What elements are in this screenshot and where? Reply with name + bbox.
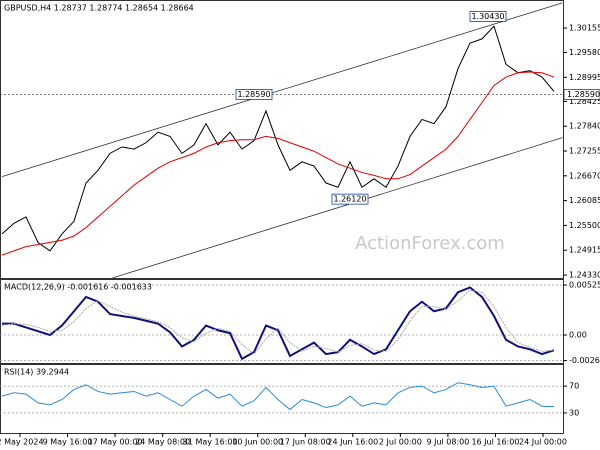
price-annotation-box	[331, 193, 369, 205]
price-tag-label: 1.28590	[567, 90, 600, 99]
channel-line	[112, 137, 563, 279]
panel-title: GBPUSD,H4 1.28737 1.28774 1.28654 1.2866…	[4, 4, 194, 13]
x-tick-label: 24 Jun 16:00	[327, 438, 378, 447]
y-tick-label: 1.27255	[569, 147, 600, 156]
x-tick-label: 17 May 00:00	[88, 438, 143, 447]
panel-border	[0, 279, 564, 364]
panel-border	[0, 364, 564, 434]
y-tick-label: 1.29580	[569, 48, 600, 57]
y-tick-label: 1.28995	[569, 73, 600, 82]
y-tick-label: 70	[569, 382, 579, 391]
panel-title: MACD(12,26,9) -0.001616 -0.001633	[4, 283, 152, 292]
x-tick-label: 2 May 2024	[0, 438, 44, 447]
series-line	[1, 71, 555, 256]
y-tick-label: 1.27840	[569, 122, 600, 131]
panel-border	[0, 0, 564, 279]
x-tick-label: 24 May 08:00	[135, 438, 190, 447]
y-tick-label: 0.00	[569, 331, 587, 340]
price-annotation-box	[235, 89, 273, 100]
series-line	[2, 286, 555, 361]
price-tag	[563, 89, 600, 100]
price-annotation: 1.28590	[237, 90, 270, 99]
y-tick-label: 30	[569, 408, 579, 417]
y-tick-label: -0.00269	[569, 356, 600, 365]
series-line	[1, 289, 555, 355]
series-line	[1, 25, 555, 252]
y-tick-label: 1.24330	[569, 271, 600, 280]
y-tick-label: 1.30155	[569, 24, 600, 33]
price-annotation: 1.26120	[333, 195, 366, 204]
y-tick-label: 1.26670	[569, 171, 600, 180]
x-tick-label: 17 Jun 08:00	[280, 438, 331, 447]
price-annotation: 1.30430	[471, 12, 504, 21]
y-tick-label: 1.26085	[569, 196, 600, 205]
panel-title: RSI(14) 39.2944	[4, 368, 69, 377]
x-tick-label: 9 May 16:00	[43, 438, 93, 447]
watermark: ActionForex.com	[355, 233, 505, 254]
channel-line	[1, 2, 563, 178]
x-tick-label: 24 Jul 00:00	[519, 438, 567, 447]
x-tick-label: 9 Jul 08:00	[426, 438, 469, 447]
y-tick-label: 1.24915	[569, 246, 600, 255]
series-line	[1, 382, 555, 411]
y-tick-label: 0.005257	[569, 281, 600, 290]
y-tick-label: 1.28425	[569, 97, 600, 106]
x-tick-label: 16 Jul 16:00	[471, 438, 519, 447]
y-tick-label: 1.25500	[569, 221, 600, 230]
x-tick-label: 31 May 16:00	[183, 438, 238, 447]
x-tick-label: 10 Jun 00:00	[232, 438, 283, 447]
x-tick-label: 2 Jul 00:00	[379, 438, 422, 447]
price-annotation-box	[469, 11, 507, 22]
